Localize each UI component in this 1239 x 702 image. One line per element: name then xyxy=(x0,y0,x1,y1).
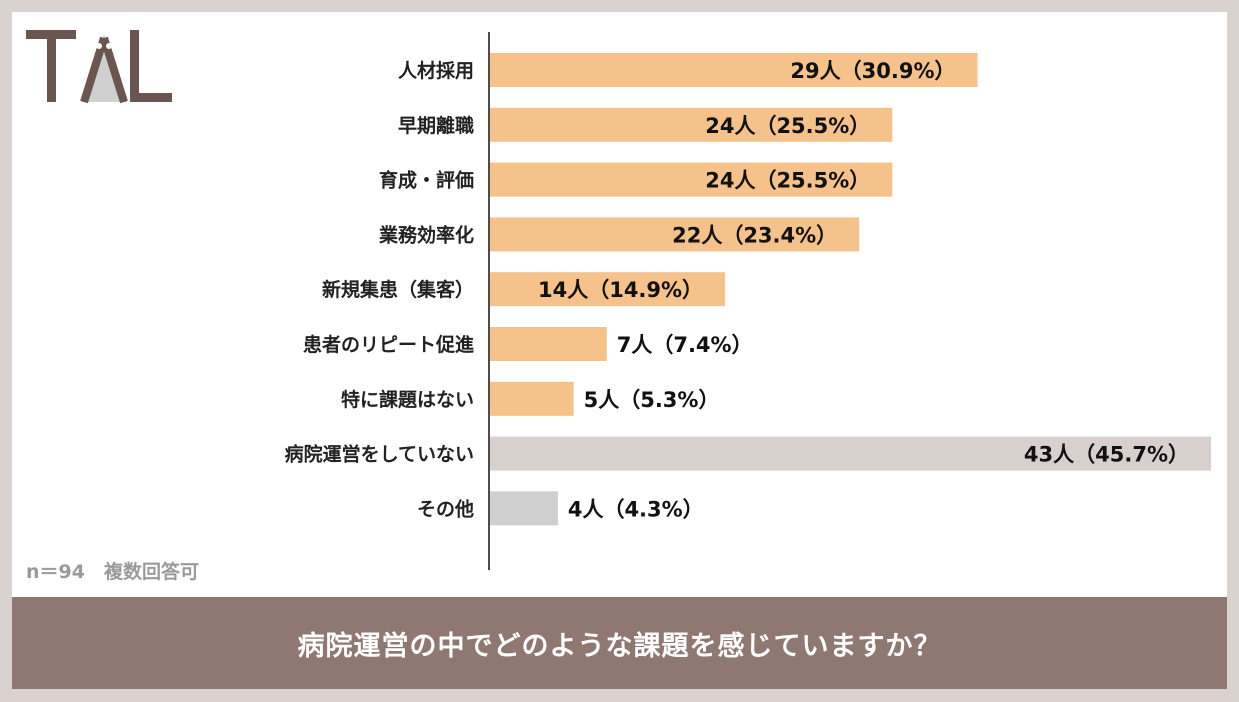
bar-5 xyxy=(490,327,607,361)
bar-6 xyxy=(490,381,574,416)
bar-2 xyxy=(490,162,893,197)
category-label: 育成・評価 xyxy=(379,169,474,192)
bar-7 xyxy=(490,436,1211,471)
category-label: 早期離職 xyxy=(398,114,474,137)
value-label: 29人（30.9%） xyxy=(790,59,955,83)
category-label: 病院運営をしていない xyxy=(285,443,474,466)
value-labels: 29人（30.9%） 24人（25.5%） 24人（25.5%） 22人（23.4%）… xyxy=(538,59,1189,521)
value-label: 24人（25.5%） xyxy=(705,114,870,138)
category-label: 特に課題はない xyxy=(341,388,474,411)
category-label: 患者のリピート促進 xyxy=(303,333,474,356)
value-label: 43人（45.7%） xyxy=(1024,443,1189,467)
question-text: 病院運営の中でどのような課題を感じていますか？ xyxy=(297,630,942,662)
bars-group xyxy=(490,53,1211,526)
category-label: 業務効率化 xyxy=(378,223,474,246)
value-label: 5人（5.3%） xyxy=(584,388,720,412)
value-label: 14人（14.9%） xyxy=(538,278,703,302)
bar-3 xyxy=(490,217,860,252)
chart-panel: 人材採用早期離職育成・評価業務効率化新規集患（集客） 患者のリピート促進特に課題は… xyxy=(12,12,1227,597)
sample-note: n＝94 複数回答可 xyxy=(26,561,199,583)
bar-4 xyxy=(490,272,726,307)
value-label: 24人（25.5%） xyxy=(705,169,870,193)
bar-8 xyxy=(490,491,558,526)
value-label: 7人（7.4%） xyxy=(617,333,753,357)
value-label: 4人（4.3%） xyxy=(568,497,704,521)
question-banner: 病院運営の中でどのような課題を感じていますか？ xyxy=(12,597,1227,689)
bar-1 xyxy=(490,107,893,142)
category-label: 新規集患（集客） xyxy=(322,278,474,301)
category-label: その他 xyxy=(417,497,474,520)
tal-logo xyxy=(26,30,172,104)
value-label: 22人（23.4%） xyxy=(672,223,837,247)
bar-0 xyxy=(490,53,978,87)
category-label: 人材採用 xyxy=(398,59,474,82)
